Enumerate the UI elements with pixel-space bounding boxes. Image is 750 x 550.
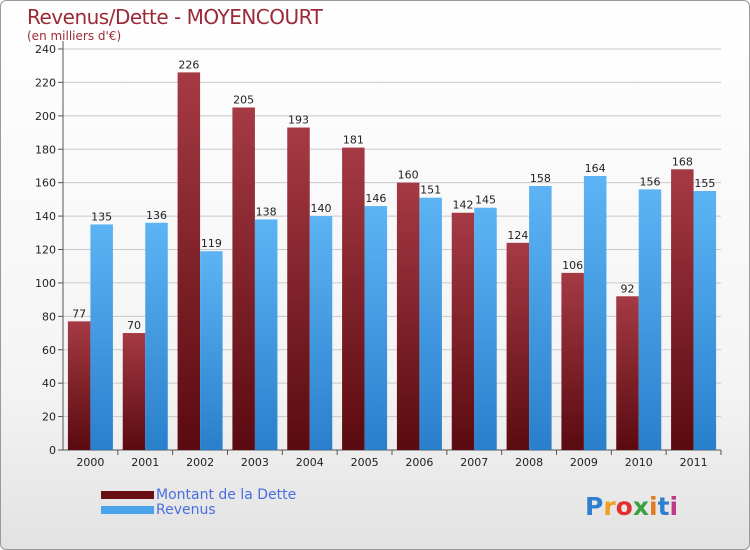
axis-layer: 0 20 40 60 80 100 120 140 160 180 200 220 240 2000 200… (35, 41, 722, 469)
legend-item-debt: Montant de la Dette (101, 486, 297, 503)
bar-revenue (145, 222, 168, 450)
bar-layer (67, 72, 717, 451)
bar-revenue (638, 189, 662, 450)
x-tick-label: 2005 (351, 456, 379, 469)
value-label-debt: 92 (621, 282, 635, 295)
bar-debt (122, 333, 146, 450)
legend-swatch-revenue (101, 505, 154, 514)
x-tick-label: 2008 (515, 456, 543, 469)
value-label-revenue: 135 (91, 210, 112, 223)
logo-letter: i (649, 492, 658, 521)
x-tick-label: 2000 (76, 456, 104, 469)
value-label-revenue: 151 (420, 184, 441, 197)
value-label-revenue: 138 (256, 205, 277, 218)
x-tick-label: 2007 (460, 456, 488, 469)
y-tick-label: 0 (49, 444, 56, 457)
value-label-debt: 124 (507, 229, 528, 242)
bar-revenue (254, 219, 278, 450)
value-label-debt: 181 (343, 134, 364, 147)
x-tick-label: 2003 (241, 456, 269, 469)
x-tick-label: 2010 (625, 456, 653, 469)
logo-letter: o (615, 492, 633, 521)
value-label-revenue: 164 (585, 162, 606, 175)
bar-revenue (693, 191, 717, 451)
y-tick-label: 120 (35, 244, 56, 257)
value-label-debt: 106 (562, 259, 583, 272)
x-tick-label: 2011 (680, 456, 708, 469)
x-tick-label: 2006 (405, 456, 433, 469)
y-tick-label: 160 (35, 177, 56, 190)
logo-letter: r (603, 492, 616, 521)
legend-swatch-debt (101, 490, 154, 499)
value-label-revenue: 140 (311, 202, 332, 215)
grid-layer (63, 48, 721, 418)
label-layer: 77 135 70 136 226 119 205 138 193 140 181 146 160151… (72, 58, 715, 332)
bar-debt (561, 272, 584, 450)
bar-revenue (90, 224, 113, 450)
value-label-debt: 160 (398, 169, 419, 182)
bar-revenue (583, 175, 607, 450)
value-label-debt: 142 (453, 199, 474, 212)
value-label-revenue: 146 (365, 192, 386, 205)
value-label-debt: 77 (72, 307, 86, 320)
bar-debt (451, 212, 475, 450)
chart-subtitle: (en milliers d'€) (27, 29, 122, 43)
legend-label-revenue: Revenus (156, 501, 216, 518)
bar-revenue (474, 207, 497, 450)
logo-letter: x (632, 492, 649, 521)
bar-debt (67, 321, 91, 450)
chart-title: Revenus/Dette - MOYENCOURT (27, 5, 323, 29)
y-tick-label: 20 (42, 411, 56, 424)
bar-revenue (309, 216, 333, 450)
bar-debt (342, 147, 365, 450)
bar-debt (177, 72, 201, 451)
value-label-debt: 70 (127, 319, 141, 332)
logo-letter: P (585, 492, 604, 521)
bar-revenue (364, 206, 388, 450)
value-label-revenue: 156 (640, 175, 661, 188)
value-label-revenue: 158 (530, 172, 551, 185)
y-tick-label: 200 (35, 110, 56, 123)
x-tick-label: 2009 (570, 456, 598, 469)
proxiti-logo: Proxiti (585, 492, 678, 521)
bar-debt (671, 169, 694, 451)
bar-revenue (200, 251, 223, 450)
logo-letter: t (657, 492, 670, 521)
value-label-debt: 226 (178, 58, 199, 71)
logo-letter: i (669, 492, 679, 521)
value-label-debt: 205 (233, 93, 254, 106)
value-label-debt: 168 (672, 155, 693, 168)
y-tick-label: 40 (42, 377, 56, 390)
x-tick-label: 2001 (131, 456, 159, 469)
y-tick-label: 100 (35, 277, 56, 290)
value-label-revenue: 155 (694, 177, 715, 190)
y-tick-label: 140 (35, 210, 56, 223)
bar-revenue (529, 186, 552, 450)
y-tick-label: 180 (35, 143, 56, 156)
value-label-revenue: 119 (201, 237, 222, 250)
y-tick-label: 60 (42, 344, 56, 357)
bar-debt (506, 242, 530, 450)
legend-label-debt: Montant de la Dette (156, 486, 297, 503)
y-tick-label: 240 (35, 43, 56, 56)
x-tick-label: 2004 (296, 456, 324, 469)
y-tick-label: 80 (42, 310, 56, 323)
bar-debt (616, 296, 639, 450)
legend: Montant de la Dette Revenus (101, 486, 297, 518)
value-label-revenue: 145 (475, 194, 496, 207)
bar-revenue (419, 197, 442, 450)
bar-debt (396, 182, 420, 450)
y-tick-label: 220 (35, 76, 56, 89)
bar-debt (232, 107, 255, 451)
bar-debt (287, 127, 310, 450)
value-label-debt: 193 (288, 114, 309, 127)
x-tick-label: 2002 (186, 456, 214, 469)
value-label-revenue: 136 (146, 209, 167, 222)
legend-item-revenue: Revenus (101, 501, 296, 518)
